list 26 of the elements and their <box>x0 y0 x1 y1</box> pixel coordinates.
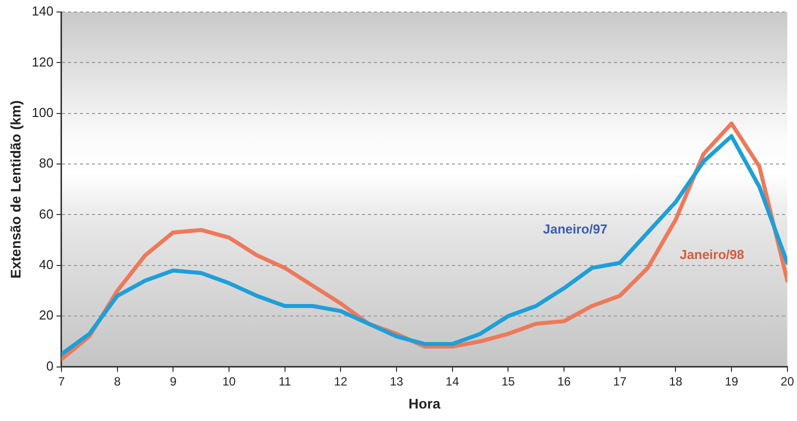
x-axis-title: Hora <box>408 395 441 412</box>
y-tick-label: 0 <box>46 358 54 374</box>
y-tick-label: 140 <box>32 4 54 19</box>
x-tick-label: 17 <box>613 374 627 388</box>
x-tick-label: 10 <box>222 374 236 388</box>
x-tick-label: 20 <box>780 374 794 388</box>
x-tick-label: 11 <box>278 374 292 388</box>
x-tick-label: 16 <box>557 374 571 388</box>
x-tick-label: 18 <box>668 374 683 388</box>
y-axis-title: Extensão de Lentidão (km) <box>7 100 24 278</box>
y-tick-label: 100 <box>32 104 54 120</box>
x-tick-label: 14 <box>446 374 460 388</box>
y-tick-label: 120 <box>32 54 54 70</box>
y-tick-label: 80 <box>39 156 54 171</box>
x-tick-label: 7 <box>58 374 66 388</box>
x-tick-label: 13 <box>390 374 404 388</box>
y-tick-label: 40 <box>39 257 54 272</box>
y-tick-label: 20 <box>39 308 54 323</box>
series-label: Janeiro/98 <box>680 246 744 262</box>
x-tick-label: 8 <box>114 374 121 388</box>
x-tick-label: 19 <box>724 374 738 388</box>
x-tick-label: 9 <box>170 374 177 388</box>
x-tick-label: 12 <box>334 374 348 388</box>
x-tick-label: 15 <box>501 374 516 388</box>
y-tick-label: 60 <box>39 206 54 222</box>
text: Janeiro/97 <box>542 222 608 237</box>
